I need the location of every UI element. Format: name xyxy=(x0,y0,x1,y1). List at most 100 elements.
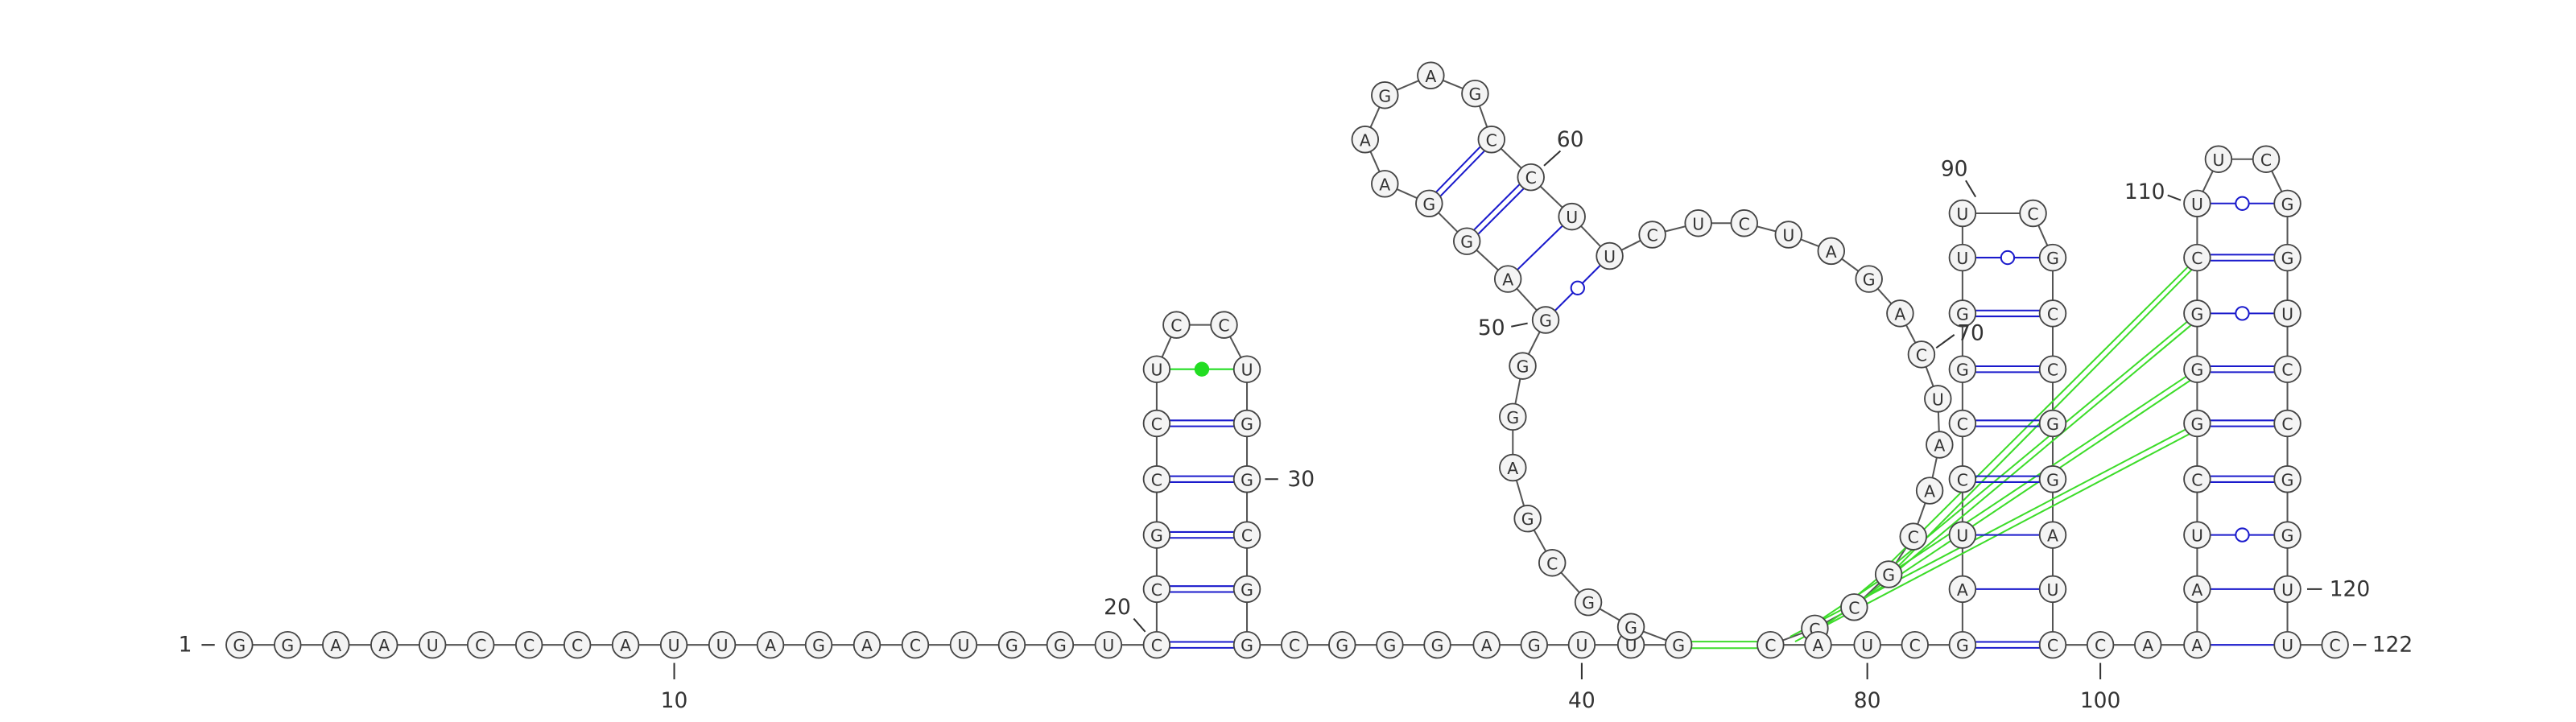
nucleotide-circle xyxy=(1493,265,1522,293)
nucleotide-letter: G xyxy=(1378,86,1391,105)
nucleotide-circle xyxy=(1351,126,1380,154)
gu-pair-mark xyxy=(2235,306,2250,321)
nucleotide-circle xyxy=(1948,465,1977,493)
nucleotide-letter: G xyxy=(1005,636,1018,655)
nucleotide-letter: C xyxy=(1957,415,1968,434)
nucleotide-circle xyxy=(1417,61,1445,90)
nucleotide-letter: C xyxy=(1546,554,1558,573)
nucleotide-letter: A xyxy=(1957,580,1968,600)
gc-pair xyxy=(1426,137,1490,202)
nucleotide-circle xyxy=(1415,189,1443,218)
pseudoknot-link xyxy=(1818,368,2198,621)
nucleotide-letter: G xyxy=(1150,526,1163,546)
nucleotide-circle xyxy=(1509,352,1537,380)
nucleotide-circle xyxy=(1520,630,1549,659)
nucleotide-circle xyxy=(1638,221,1666,249)
nucleotide-circle xyxy=(2183,465,2211,493)
nucleotide-letter: U xyxy=(2281,636,2293,655)
nucleotide-letter: G xyxy=(812,636,825,655)
nucleotide-letter: A xyxy=(620,636,631,655)
number-label: 10 xyxy=(661,688,688,713)
nucleotide-letter: U xyxy=(1932,390,1944,409)
nucleotide-circle xyxy=(1948,199,1977,228)
nucleotide-circle xyxy=(2038,465,2067,493)
nucleotide-letter: U xyxy=(716,636,729,655)
nucleotide-letter: A xyxy=(1826,242,1837,262)
nucleotide-circle xyxy=(1855,265,1883,293)
nucleotide-letter: C xyxy=(1486,130,1497,150)
nucleotide-letter: C xyxy=(2047,304,2058,324)
nucleotide-circle xyxy=(611,630,640,659)
nucleotide-circle xyxy=(2252,145,2281,173)
nucleotide-circle xyxy=(1616,613,1645,641)
nucleotide-circle xyxy=(2273,465,2301,493)
nucleotide-circle xyxy=(1232,630,1261,659)
number-label: 100 xyxy=(2080,688,2121,713)
nucleotide-letter: A xyxy=(1425,67,1436,86)
nucleotide-circle xyxy=(2273,299,2301,328)
nucleotide-letter: C xyxy=(1646,226,1657,245)
nucleotide-circle xyxy=(1817,237,1846,266)
number-label: 40 xyxy=(1568,688,1596,713)
backbone xyxy=(239,74,2335,646)
nucleotide-letter: G xyxy=(1956,636,1969,655)
nucleotide-letter: C xyxy=(1289,636,1300,655)
number-label: 50 xyxy=(1478,316,1505,340)
nucleotide-circle xyxy=(1926,431,1954,459)
nucleotide-letter: U xyxy=(1692,214,1704,233)
number-label: 1 xyxy=(179,633,192,658)
noncanonical-pair-mark xyxy=(1194,361,1210,377)
nucleotide-circle xyxy=(1142,630,1171,659)
nucleotide-circle xyxy=(2183,575,2211,604)
nucleotide-letter: G xyxy=(2191,361,2204,380)
nucleotide-circle xyxy=(1948,575,1977,604)
nucleotide-letter: C xyxy=(475,636,486,655)
nucleotide-circle xyxy=(225,630,254,659)
nucleotide-letter: U xyxy=(958,636,970,655)
nucleotide-circle xyxy=(1804,630,1832,659)
nucleotide-circle xyxy=(1948,299,1977,328)
nucleotide-circle xyxy=(1371,170,1399,198)
number-label: 80 xyxy=(1854,688,1881,713)
nucleotide-circle xyxy=(2273,243,2301,272)
nucleotide-circle xyxy=(1046,630,1075,659)
nucleotide-letter: A xyxy=(378,636,390,655)
nucleotide-circle xyxy=(1757,630,1785,659)
nucleotide-circle xyxy=(1452,227,1481,255)
nucleotide-letter: G xyxy=(1460,233,1473,252)
nucleotide-letter: U xyxy=(1956,526,1968,546)
nucleotide-circle xyxy=(1461,79,1489,108)
number-tick xyxy=(1965,179,1977,198)
nucleotide-circle xyxy=(466,630,495,659)
nucleotide-circle xyxy=(659,630,688,659)
nucleotide-circle xyxy=(2038,630,2067,659)
nucleotide-circle xyxy=(1531,306,1560,334)
nucleotide-circle xyxy=(1232,409,1261,438)
nucleotide-letter: G xyxy=(2281,470,2294,489)
nucleotide-letter: C xyxy=(1739,214,1750,233)
nucleotide-letter: U xyxy=(2047,580,2059,600)
nucleotide-circle xyxy=(2273,521,2301,549)
nucleotide-letter: G xyxy=(1383,636,1396,655)
nucleotide-circle xyxy=(2038,243,2067,272)
nucleotide-circle xyxy=(370,630,398,659)
nucleotide-circle xyxy=(2273,630,2301,659)
gu-pair-mark xyxy=(1570,280,1585,295)
pseudoknot-link xyxy=(1881,257,2198,572)
nucleotide-circle xyxy=(1210,311,1238,339)
number-label: 20 xyxy=(1104,595,1131,620)
nucleotide-circle xyxy=(1232,575,1261,604)
nucleotide-letter: G xyxy=(1539,311,1552,331)
nucleotide-circle xyxy=(1423,630,1451,659)
nucleotide-circle xyxy=(2273,355,2301,383)
nucleotide-letter: A xyxy=(330,636,341,655)
nucleotide-letter: U xyxy=(1575,636,1587,655)
number-label: 110 xyxy=(2124,179,2165,204)
nucleotide-circle xyxy=(2038,299,2067,328)
nucleotide-circle xyxy=(1280,630,1309,659)
nucleotide-circle xyxy=(1142,575,1171,604)
number-label: 30 xyxy=(1287,467,1315,492)
nucleotide-letter: C xyxy=(1908,528,1919,547)
nucleotide-letter: G xyxy=(2046,249,2059,268)
